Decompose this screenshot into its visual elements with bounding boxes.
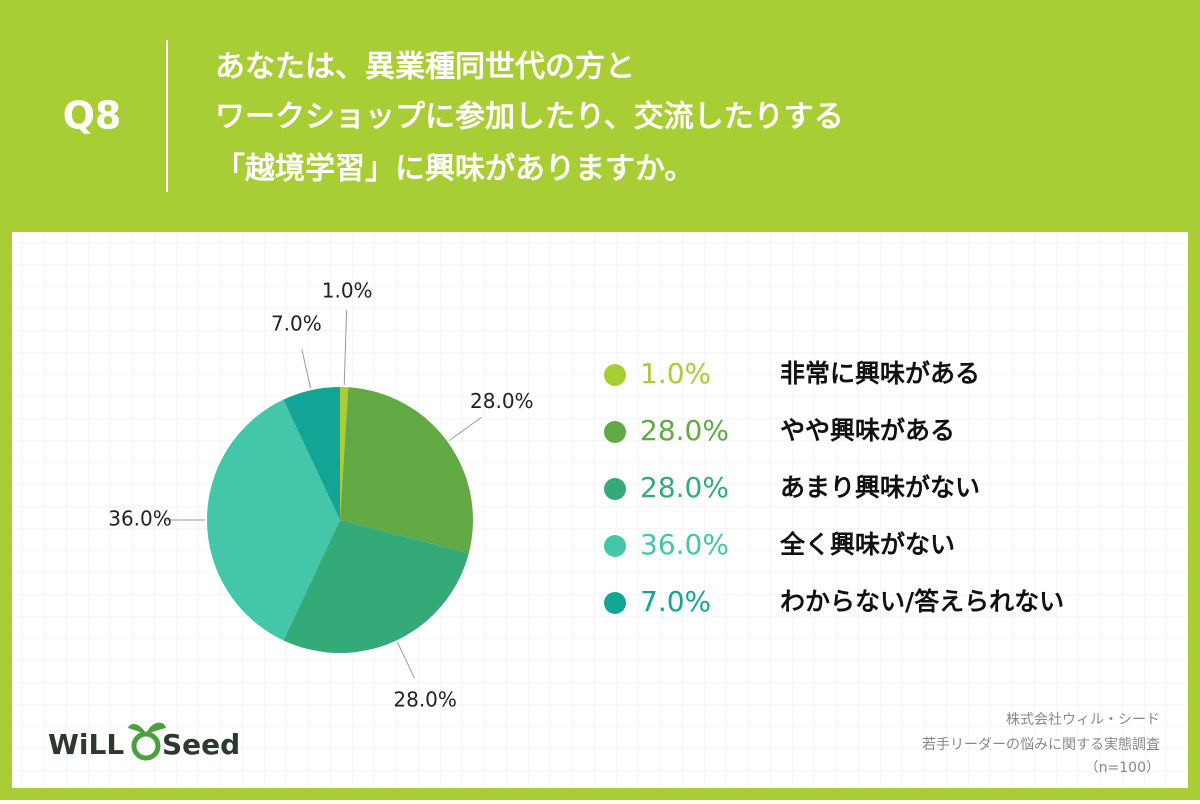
legend-swatch [604, 478, 626, 500]
title-line: 「越境学習」に興味がありますか。 [215, 152, 694, 187]
pie-chart: 1.0% 28.0% 28.0% 36.0% 7.0% [108, 279, 533, 712]
legend: 1.0% 非常に興味がある 28.0% やや興味がある 28.0% あまり興味がない 36.… [604, 357, 1064, 618]
legend-value: 1.0% [640, 357, 711, 390]
logo-text: Seed [162, 728, 240, 761]
legend-swatch [604, 364, 626, 386]
title-line: あなたは、異業種同世代の方と [215, 50, 635, 85]
slice-label: 36.0% [108, 507, 172, 531]
legend-swatch [604, 592, 626, 614]
slice-label: 7.0% [271, 311, 322, 335]
source-line: 株式会社ウィル・シード [1006, 712, 1160, 728]
legend-value: 36.0% [640, 528, 729, 561]
pie-slice [207, 399, 340, 641]
pie-slice [283, 520, 469, 653]
title-line: ワークショップに参加したり、交流したりする [215, 100, 844, 135]
legend-label: わからない/答えられない [780, 587, 1064, 616]
legend-label: 非常に興味がある [780, 359, 980, 388]
question-number: Q8 [63, 94, 122, 138]
legend-value: 28.0% [640, 414, 729, 447]
pie-slice [340, 387, 349, 520]
legend-value: 7.0% [640, 585, 711, 618]
slice-label: 28.0% [393, 687, 457, 711]
legend-label: やや興味がある [780, 416, 955, 445]
logo-sprout [128, 722, 166, 734]
logo: WiLL Seed [48, 722, 240, 761]
legend-label: あまり興味がない [780, 473, 980, 502]
logo-text: WiLL [48, 728, 124, 761]
slice-label: 28.0% [470, 389, 534, 413]
leader-line [448, 416, 482, 442]
leader-line [343, 310, 348, 386]
source-line: 若手リーダーの悩みに関する実態調査 [922, 737, 1160, 753]
leader-line [397, 641, 415, 679]
legend-swatch [604, 421, 626, 443]
pie-slice [340, 387, 473, 554]
legend-swatch [604, 535, 626, 557]
slice-label: 1.0% [322, 279, 373, 303]
source-line: （n=100） [1085, 760, 1160, 776]
legend-value: 28.0% [640, 471, 729, 504]
legend-label: 全く興味がない [779, 530, 955, 559]
pie-slice [283, 387, 340, 520]
panel-grid [12, 232, 1188, 788]
leader-line [301, 349, 312, 389]
